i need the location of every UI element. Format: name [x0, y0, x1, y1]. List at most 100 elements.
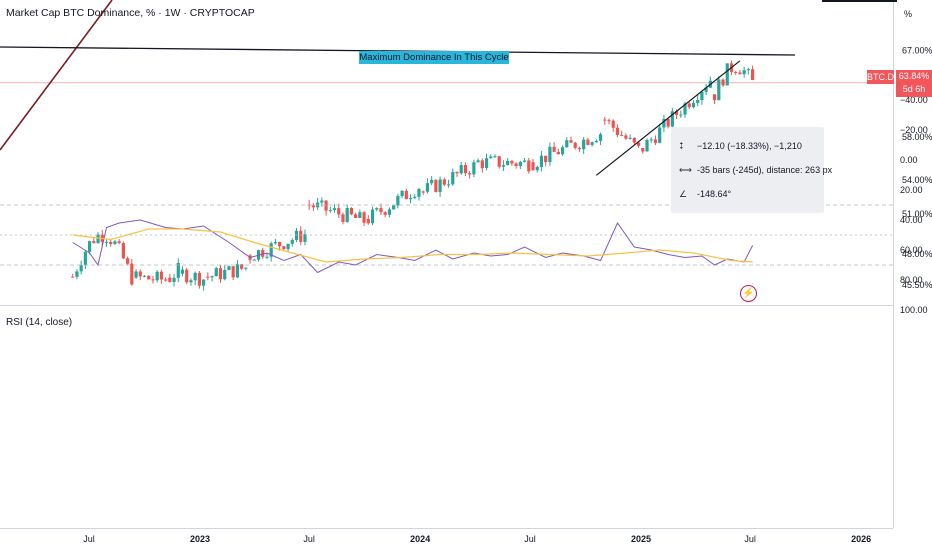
candle-body — [717, 79, 721, 101]
candle-body — [645, 140, 649, 152]
time-tick-label: 2025 — [631, 534, 651, 544]
price-tick-label: 58.00% — [902, 132, 932, 142]
candle-body — [624, 135, 628, 139]
candle-body — [683, 103, 687, 115]
candle-body — [159, 271, 163, 280]
candle-body — [446, 184, 451, 186]
candle-body — [218, 268, 223, 280]
candle-body — [679, 114, 683, 116]
rsi-tick-label: 80.00 — [900, 275, 923, 285]
annotation-label[interactable]: Maximum Dominance In This Cycle — [359, 51, 509, 64]
candle-body — [370, 209, 375, 224]
candle-body — [358, 212, 362, 218]
candle-body — [193, 272, 197, 281]
candle-body — [666, 118, 670, 127]
candle-body — [421, 191, 425, 193]
candle-body — [223, 270, 227, 280]
candle-body — [468, 173, 472, 175]
candle-body — [404, 190, 408, 200]
candle-body — [113, 241, 117, 245]
candle-body — [134, 271, 138, 278]
candle-body — [615, 127, 620, 135]
candle-body — [607, 120, 611, 122]
candle-body — [75, 271, 79, 277]
candle-body — [126, 258, 130, 264]
candle-body — [252, 259, 256, 261]
candle-body — [231, 266, 235, 278]
candle-body — [379, 208, 383, 213]
time-tick-label: Jul — [744, 534, 756, 544]
candle-body — [480, 160, 484, 169]
candle-body — [489, 156, 493, 159]
candle-body — [349, 207, 354, 215]
candle-body — [590, 142, 594, 145]
candle-body — [493, 156, 497, 158]
rsi-tick-label: −20.00 — [900, 125, 928, 135]
candle-body — [670, 111, 674, 127]
candle-body — [514, 163, 518, 167]
candle-body — [603, 119, 607, 121]
candle-body — [164, 279, 168, 281]
candle-body — [235, 264, 240, 278]
candle-body — [598, 134, 603, 141]
candle-body — [269, 243, 273, 257]
candle-body — [400, 190, 404, 197]
candle-body — [531, 162, 535, 171]
diagonal-line — [0, 0, 113, 151]
measure-bars-text: -35 bars (-245d), distance: 263 px — [697, 165, 833, 175]
candle-body — [320, 200, 324, 203]
lightning-icon[interactable]: ⚡ — [740, 285, 757, 302]
candle-body — [311, 205, 316, 208]
candle-body — [442, 179, 446, 185]
axis-unit-label: % — [904, 9, 913, 19]
candle-body — [539, 155, 544, 168]
candle-body — [202, 279, 206, 286]
candle-body — [653, 139, 658, 143]
price-tick-label: 45.50% — [902, 280, 932, 290]
horizontal-range-icon: ⟷ — [679, 165, 692, 175]
candle-body — [88, 241, 92, 252]
candle-body — [96, 234, 100, 243]
candle-body — [354, 214, 358, 218]
time-tick-label: Jul — [524, 534, 536, 544]
bar-countdown: 5d 6h — [902, 84, 926, 94]
candle-body — [451, 172, 455, 185]
candle-body — [548, 146, 552, 163]
candle-body — [282, 246, 286, 250]
rsi-tick-label: −40.00 — [900, 95, 928, 105]
candle-body — [430, 180, 434, 184]
candle-body — [691, 102, 696, 108]
candle-body — [362, 212, 366, 223]
rsi-tick-label: 100.00 — [900, 305, 928, 315]
candle-body — [738, 72, 742, 75]
candle-body — [746, 69, 750, 71]
candle-body — [518, 161, 522, 167]
candle-body — [337, 208, 341, 215]
candle-body — [472, 162, 476, 175]
candle-body — [278, 242, 282, 247]
support-trendline — [595, 60, 741, 176]
candle-body — [83, 251, 87, 266]
time-tick-label: 2023 — [190, 534, 210, 544]
candle-body — [206, 276, 210, 278]
candle-body — [265, 256, 269, 258]
candle-body — [569, 140, 573, 143]
candle-body — [138, 271, 142, 277]
candle-body — [299, 230, 303, 242]
candle-body — [565, 140, 569, 148]
measure-bars-row: ⟷ -35 bars (-245d), distance: 263 px — [679, 163, 832, 177]
candle-body — [383, 212, 387, 215]
candle-body — [434, 180, 438, 192]
candle-body — [497, 156, 501, 167]
measure-panel[interactable]: ⭥ −12.10 (−18.33%), −1,210 ⟷ -35 bars (-24… — [671, 127, 832, 213]
candle-body — [151, 279, 155, 281]
candle-body — [240, 264, 244, 269]
candle-body — [71, 276, 75, 278]
candle-body — [180, 269, 185, 274]
candle-body — [303, 234, 307, 242]
rsi-label: RSI (14, close) — [6, 317, 73, 328]
candle-body — [641, 147, 645, 152]
last-price-tag: 63.84% 5d 6h — [896, 70, 932, 97]
rsi-line — [72, 219, 754, 274]
